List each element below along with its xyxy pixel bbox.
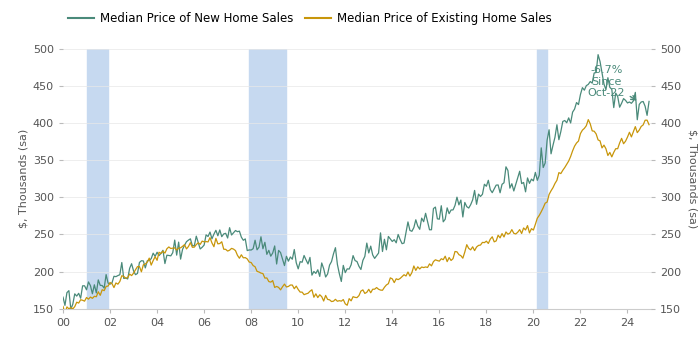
- Y-axis label: $, Thousands (sa): $, Thousands (sa): [19, 129, 29, 228]
- Legend: Median Price of New Home Sales, Median Price of Existing Home Sales: Median Price of New Home Sales, Median P…: [63, 8, 556, 30]
- Bar: [87, 49, 108, 309]
- Text: -6.7%
Since
Oct-22: -6.7% Since Oct-22: [587, 65, 636, 100]
- Bar: [538, 49, 547, 309]
- Bar: [249, 49, 286, 309]
- Y-axis label: $, Thousands (sa): $, Thousands (sa): [688, 129, 698, 228]
